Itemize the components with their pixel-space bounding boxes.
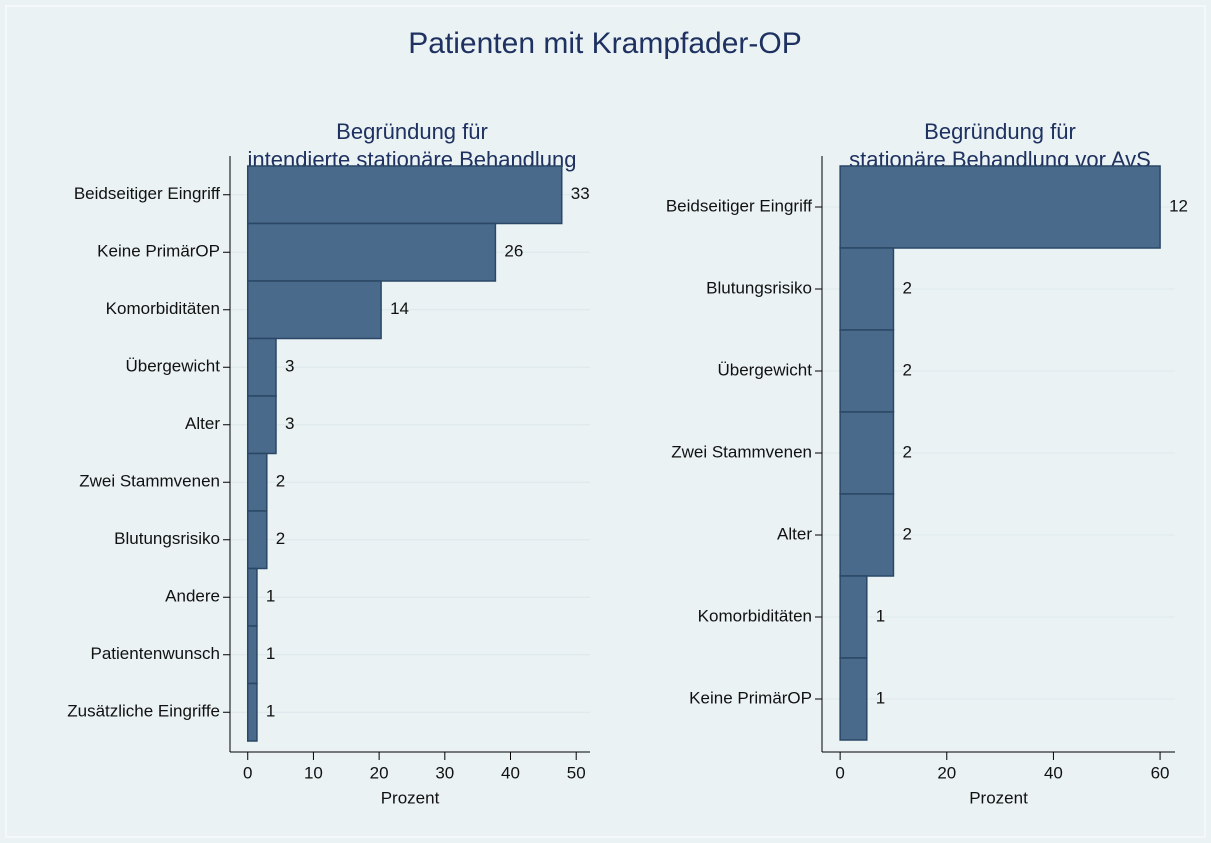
- y-tick-label: Komorbiditäten: [698, 606, 812, 625]
- x-tick-label: 20: [937, 763, 956, 782]
- bar: [839, 575, 868, 659]
- bar: [839, 657, 868, 741]
- value-label: 26: [504, 242, 523, 261]
- y-tick-label: Übergewicht: [718, 360, 813, 379]
- bar: [246, 395, 277, 455]
- value-label: 14: [390, 299, 409, 318]
- value-label: 1: [876, 606, 885, 625]
- y-tick-label: Komorbiditäten: [106, 299, 220, 318]
- y-tick-label: Patientenwunsch: [91, 644, 220, 663]
- value-label: 1: [266, 587, 275, 606]
- x-tick-label: 0: [243, 763, 252, 782]
- value-label: 3: [285, 357, 294, 376]
- panel-title: Begründung für: [336, 119, 488, 144]
- bar: [839, 165, 1161, 249]
- x-tick-label: 20: [370, 763, 389, 782]
- x-tick-label: 40: [1044, 763, 1063, 782]
- value-label: 2: [902, 278, 911, 297]
- bar: [246, 510, 268, 570]
- x-tick-label: 40: [501, 763, 520, 782]
- value-label: 1: [266, 644, 275, 663]
- bar: [246, 280, 382, 340]
- value-label: 1: [876, 688, 885, 707]
- bar: [246, 222, 497, 282]
- y-tick-label: Blutungsrisiko: [114, 529, 220, 548]
- bar: [839, 329, 895, 413]
- bar: [246, 682, 258, 742]
- y-tick-label: Keine PrimärOP: [689, 688, 812, 707]
- bar: [246, 567, 258, 627]
- x-axis-label: Prozent: [381, 788, 440, 807]
- x-tick-label: 60: [1151, 763, 1170, 782]
- y-tick-label: Übergewicht: [126, 357, 221, 376]
- y-tick-label: Beidseitiger Eingriff: [74, 184, 220, 203]
- x-tick-label: 10: [304, 763, 323, 782]
- y-tick-label: Blutungsrisiko: [706, 278, 812, 297]
- y-tick-label: Zwei Stammvenen: [671, 442, 812, 461]
- x-tick-label: 50: [567, 763, 586, 782]
- y-tick-label: Zwei Stammvenen: [79, 472, 220, 491]
- value-label: 33: [571, 184, 590, 203]
- x-tick-label: 30: [435, 763, 454, 782]
- main-title: Patienten mit Krampfader-OP: [408, 27, 802, 60]
- bar: [246, 337, 277, 397]
- x-axis-label: Prozent: [969, 788, 1028, 807]
- y-tick-label: Alter: [185, 414, 220, 433]
- value-label: 2: [902, 442, 911, 461]
- bar: [246, 625, 258, 685]
- bar: [246, 165, 563, 225]
- value-label: 3: [285, 414, 294, 433]
- bar: [246, 452, 268, 512]
- bar: [839, 411, 895, 495]
- value-label: 2: [276, 529, 285, 548]
- y-tick-label: Keine PrimärOP: [97, 242, 220, 261]
- y-tick-label: Alter: [777, 524, 812, 543]
- panel-title: Begründung für: [924, 119, 1076, 144]
- value-label: 12: [1169, 196, 1188, 215]
- x-tick-label: 0: [835, 763, 844, 782]
- value-label: 2: [902, 360, 911, 379]
- y-tick-label: Beidseitiger Eingriff: [666, 196, 812, 215]
- y-tick-label: Andere: [165, 587, 220, 606]
- value-label: 1: [266, 702, 275, 721]
- value-label: 2: [276, 472, 285, 491]
- y-tick-label: Zusätzliche Eingriffe: [67, 702, 220, 721]
- bar: [839, 493, 895, 577]
- bar: [839, 247, 895, 331]
- value-label: 2: [902, 524, 911, 543]
